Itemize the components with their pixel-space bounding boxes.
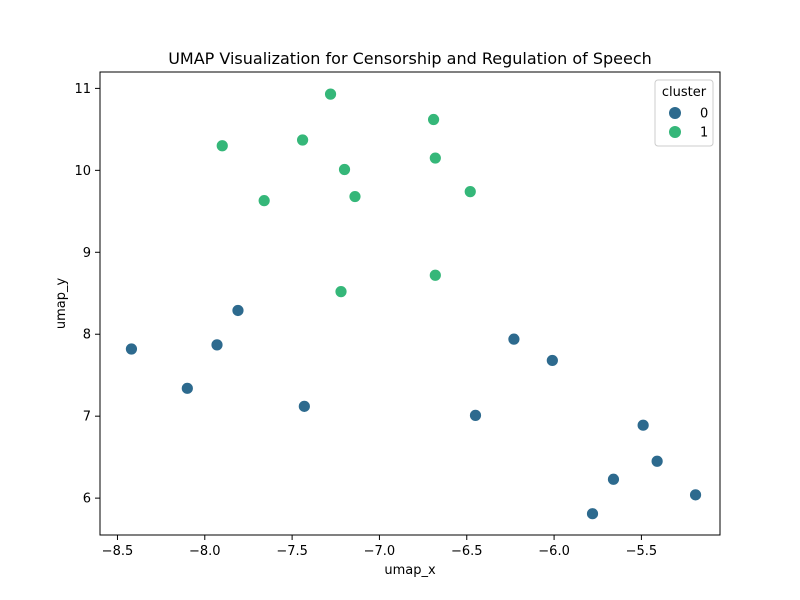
data-point-cluster-1-0 [215,139,229,153]
data-point-cluster-1-8 [428,151,442,165]
y-tick-label: 6 [83,492,91,507]
data-point-cluster-1-9 [428,268,442,282]
plot-area [100,72,720,535]
legend-label-0: 0 [700,107,708,122]
data-point-cluster-0-1 [180,381,194,395]
legend: cluster 0 1 [654,79,714,147]
x-tick-label: −8.5 [102,544,134,559]
x-tick-label: −7.5 [276,544,308,559]
data-point-cluster-0-9 [607,472,620,486]
data-point-cluster-1-5 [338,163,351,176]
data-point-cluster-0-11 [650,454,664,468]
data-point-cluster-1-1 [257,194,271,208]
y-axis: 6 7 8 9 10 11 [74,82,100,507]
x-axis: −8.5 −8.0 −7.5 −7.0 −6.5 −6.0 −5.5 [102,535,658,559]
plot-frame [99,71,721,536]
data-point-cluster-1-4 [334,285,348,299]
y-tick-label: 7 [83,410,91,425]
data-point-cluster-0-6 [507,332,521,346]
data-point-cluster-1-3 [324,87,337,101]
data-point-cluster-0-12 [689,488,702,502]
legend-marker-1 [669,126,681,138]
legend-box [654,79,714,147]
x-tick-label: −6.0 [538,544,570,559]
legend-title: cluster [662,85,707,100]
data-point-cluster-0-0 [125,342,138,356]
data-point-cluster-0-5 [469,408,482,422]
y-tick-label: 9 [83,246,91,261]
data-point-cluster-1-2 [296,133,309,147]
x-axis-label: umap_x [384,563,436,578]
legend-marker-0 [669,107,681,119]
y-axis-label: umap_y [54,278,69,330]
data-point-cluster-1-10 [463,185,477,199]
data-point-cluster-0-2 [210,338,224,352]
points-layer [125,87,702,521]
data-point-cluster-1-7 [427,113,440,126]
x-tick-label: −5.5 [626,544,658,559]
data-point-cluster-0-8 [586,507,599,521]
data-point-cluster-0-3 [231,304,245,317]
data-point-cluster-1-6 [348,190,362,203]
data-point-cluster-0-7 [545,354,559,367]
data-point-cluster-0-4 [297,399,311,413]
x-tick-label: −7.0 [364,544,396,559]
legend-label-1: 1 [700,126,708,141]
x-tick-label: −6.5 [451,544,483,559]
y-tick-label: 8 [83,328,91,343]
data-point-cluster-0-10 [636,418,650,432]
y-tick-label: 11 [74,82,91,97]
y-tick-label: 10 [74,164,91,179]
chart-title: UMAP Visualization for Censorship and Re… [168,49,652,68]
x-tick-label: −8.0 [189,544,221,559]
